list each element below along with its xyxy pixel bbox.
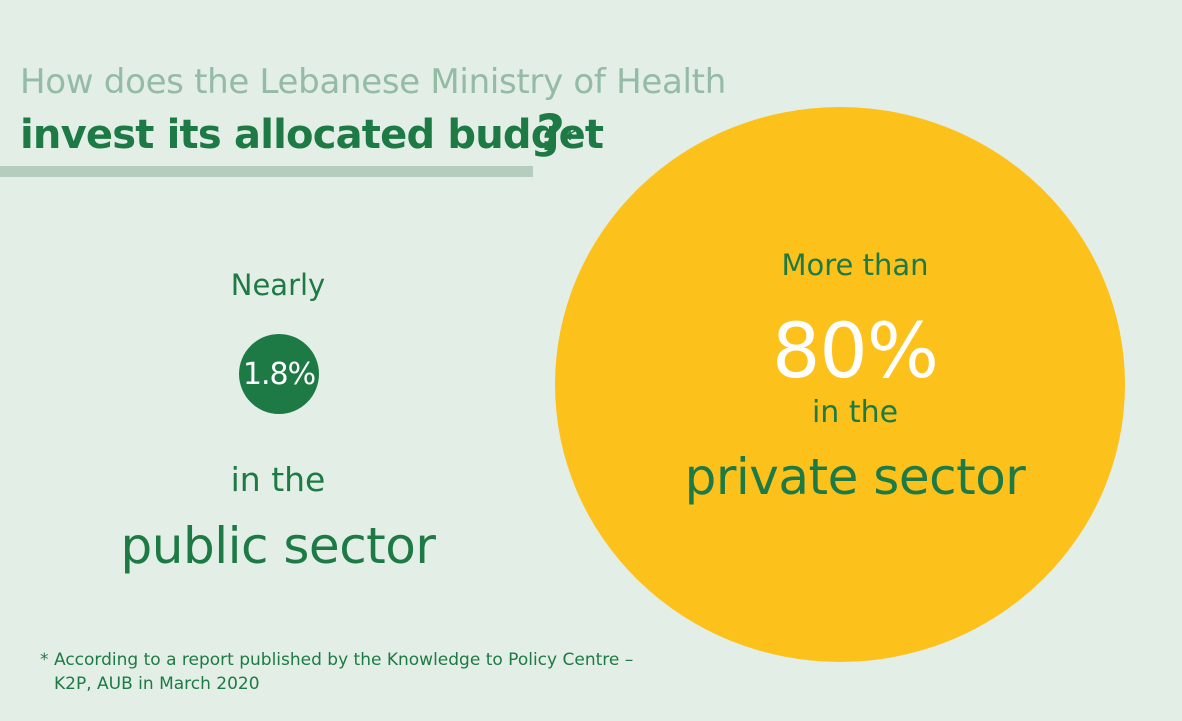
footnote-line-1: * According to a report published by the … [40, 648, 633, 672]
private-percent: 80% [772, 306, 939, 395]
title-line-2: invest its allocated budget [20, 112, 604, 158]
footnote-line-2: K2P, AUB in March 2020 [54, 674, 260, 694]
question-mark: ? [536, 104, 566, 162]
title-asterisk: * [563, 122, 577, 155]
title-line-1: How does the Lebanese Ministry of Health [20, 62, 726, 102]
footnote: * According to a report published by the … [40, 648, 633, 696]
public-in-the: in the [230, 460, 326, 499]
private-qualifier: More than [781, 248, 929, 282]
private-sector-label: private sector [684, 448, 1026, 506]
footnote-text-1: According to a report published by the K… [54, 650, 634, 670]
public-sector-label: public sector [120, 517, 436, 575]
public-qualifier: Nearly [230, 268, 326, 302]
private-in-the: in the [811, 395, 899, 430]
footnote-marker: * [40, 650, 49, 670]
public-percent-circle: 1.8% [239, 334, 319, 414]
public-percent: 1.8% [242, 356, 316, 392]
private-percent-circle [555, 107, 1125, 662]
title-underline [0, 166, 533, 177]
